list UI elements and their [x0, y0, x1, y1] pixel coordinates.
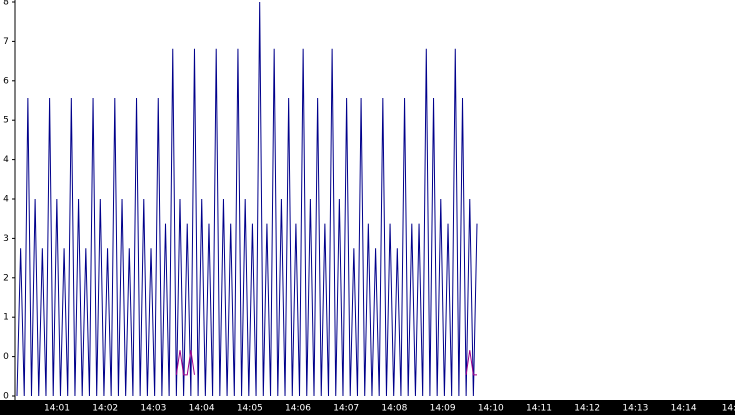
y-tick-label: 4 — [3, 195, 9, 205]
y-tick-label: 8 — [3, 0, 9, 8]
x-tick-label: 14:14 — [671, 404, 697, 414]
x-tick-label: 14:04 — [189, 404, 215, 414]
y-tick-label: 2 — [3, 273, 9, 283]
x-tick-label: 14:12 — [574, 404, 600, 414]
x-axis-band — [0, 400, 735, 415]
x-tick-label: 14:07 — [333, 404, 359, 414]
x-tick-label: 14:10 — [478, 404, 504, 414]
x-tick-label: 14:08 — [381, 404, 407, 414]
y-tick-label: 7 — [3, 37, 9, 47]
series-line — [16, 1, 478, 397]
x-tick-label: 14:02 — [92, 404, 118, 414]
y-tick-label: 0 — [3, 392, 9, 402]
y-tick-label: 4 — [3, 155, 9, 165]
x-tick-label: 14:11 — [526, 404, 552, 414]
x-tick-label: 14:09 — [430, 404, 456, 414]
y-tick-label: 6 — [3, 76, 9, 86]
x-tick-label: 14:06 — [285, 404, 311, 414]
x-tick-label: 14:1 — [722, 404, 735, 414]
y-tick-label: 5 — [3, 116, 9, 126]
y-tick-label: 1 — [3, 313, 9, 323]
x-tick-label: 14:05 — [237, 404, 263, 414]
series-line — [175, 350, 477, 376]
y-tick-label: 3 — [3, 234, 9, 244]
y-tick-label: 0 — [3, 352, 9, 362]
x-tick-label: 14:01 — [44, 404, 70, 414]
x-tick-label: 14:03 — [140, 404, 166, 414]
x-tick-label: 14:13 — [622, 404, 648, 414]
